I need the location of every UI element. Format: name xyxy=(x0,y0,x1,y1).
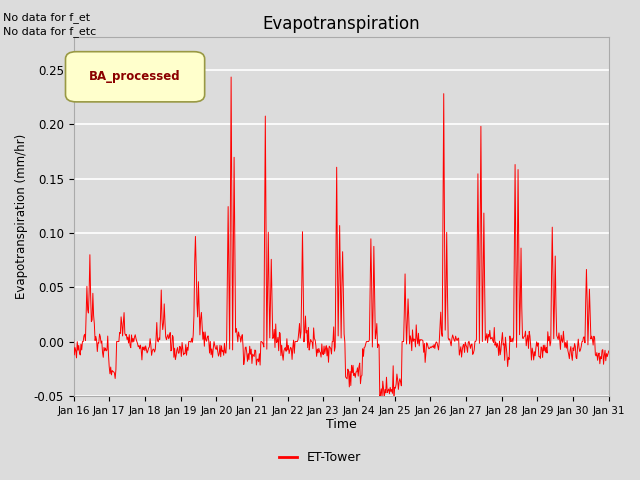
Legend: ET-Tower: ET-Tower xyxy=(273,446,367,469)
X-axis label: Time: Time xyxy=(326,419,356,432)
Y-axis label: Evapotranspiration (mm/hr): Evapotranspiration (mm/hr) xyxy=(15,134,28,299)
Text: No data for f_et: No data for f_et xyxy=(3,12,90,23)
Text: No data for f_etc: No data for f_etc xyxy=(3,26,97,37)
Text: BA_processed: BA_processed xyxy=(89,70,181,83)
Title: Evapotranspiration: Evapotranspiration xyxy=(262,15,420,33)
FancyBboxPatch shape xyxy=(65,52,205,102)
